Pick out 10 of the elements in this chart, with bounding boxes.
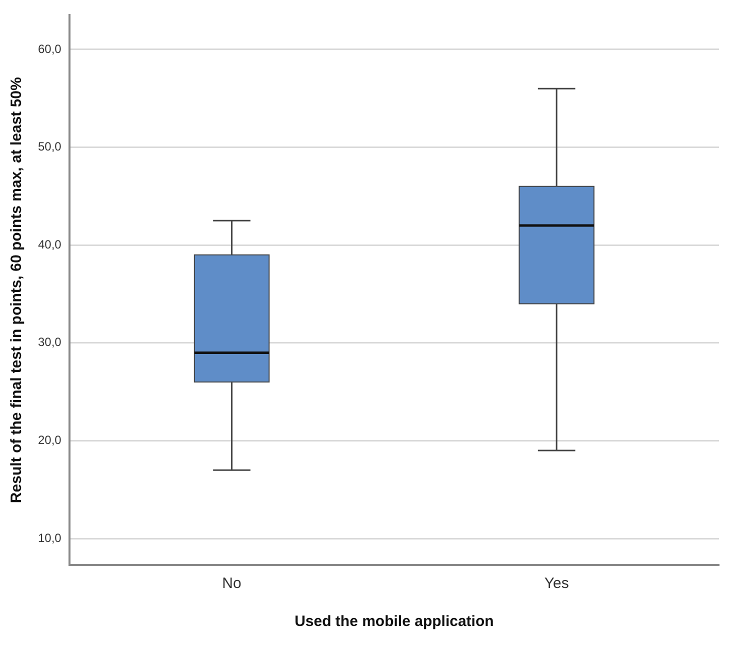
x-axis-title: Used the mobile application [294, 613, 494, 630]
y-tick-label: 60,0 [38, 42, 62, 56]
x-tick-label: No [222, 575, 242, 592]
y-tick-label: 40,0 [38, 237, 62, 252]
y-axis-title: Result of the final test in points, 60 points max, at least 50% [8, 77, 26, 504]
y-tick-label: 50,0 [38, 140, 62, 154]
x-tick-label: Yes [544, 575, 569, 592]
y-tick-label: 30,0 [38, 335, 62, 350]
y-tick-label: 20,0 [38, 433, 62, 448]
y-tick-label: 10,0 [38, 530, 62, 545]
